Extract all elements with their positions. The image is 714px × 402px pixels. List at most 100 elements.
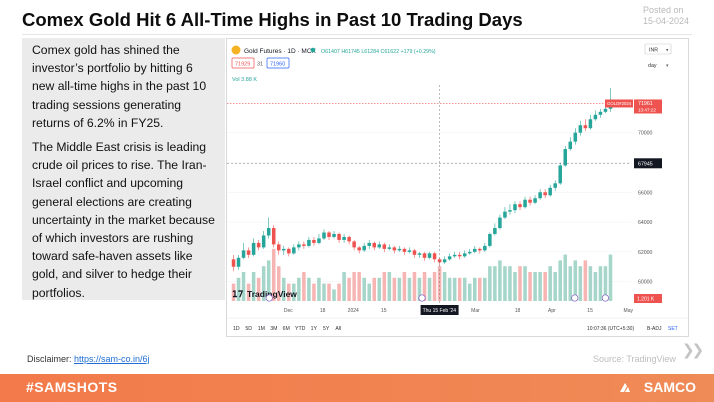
candle-body <box>503 211 507 218</box>
event-marker-icon[interactable] <box>418 294 426 302</box>
candle-body <box>312 239 316 243</box>
tradingview-chart[interactable]: Gold Futures · 1D · MCX O61407 H61745 L6… <box>226 38 689 337</box>
volume-bar <box>442 272 447 301</box>
volume-bar <box>523 266 527 301</box>
candle-body <box>593 114 598 120</box>
volume-bar <box>457 277 462 301</box>
volume-bar <box>483 277 487 301</box>
adjust-toggle[interactable]: B-ADJ <box>647 326 662 332</box>
volume-bar <box>372 277 377 301</box>
candle-body <box>543 192 547 196</box>
volume-bar <box>452 277 457 301</box>
candle-body <box>523 199 527 208</box>
event-marker-icon[interactable] <box>571 294 579 302</box>
range-button[interactable]: 1D <box>233 326 240 332</box>
candle-body <box>462 253 467 257</box>
candle-body <box>467 251 472 254</box>
sell-price-box[interactable] <box>231 57 255 69</box>
volume-bar <box>548 266 552 301</box>
volume-bar <box>297 277 301 301</box>
time-axis[interactable]: Dec18202415Feb18Mar18Apr15May <box>284 308 634 314</box>
summary-paragraph-1: Comex gold has shined the investor’s por… <box>32 43 207 130</box>
range-selector[interactable]: 1D 5D 1M 3M 6M YTD 1Y 5Y All <box>233 326 341 332</box>
volume-bar <box>352 272 356 301</box>
volume-bar <box>357 272 361 301</box>
volume-bar <box>503 266 507 301</box>
range-button[interactable]: 1M <box>258 326 265 332</box>
event-marker-icon[interactable] <box>601 294 609 302</box>
candle-body <box>271 228 276 245</box>
price-axis[interactable]: 600006200064000660006800070000 <box>638 131 653 286</box>
candle-body <box>362 245 366 251</box>
volume-bar <box>236 277 241 301</box>
volume-bar <box>568 266 573 301</box>
volume-bar <box>251 272 256 301</box>
time-tick-label: 15 <box>381 308 387 314</box>
candle-body <box>282 248 286 251</box>
candle-body <box>533 198 537 203</box>
symbol-price-tag-label: GOLD#2024 <box>607 101 632 106</box>
volume-bar <box>312 283 316 301</box>
candle-body <box>447 256 452 260</box>
candle-body <box>372 242 377 248</box>
candle-body <box>307 239 311 246</box>
volume-bar <box>538 272 542 301</box>
candle-body <box>598 111 603 115</box>
candle-body <box>377 244 382 248</box>
symbol-price-tag <box>605 99 633 108</box>
volume-readout: Vol 3.88 K <box>232 77 257 83</box>
volume-bar <box>402 272 407 301</box>
currency-select[interactable] <box>644 43 672 55</box>
volume-bar <box>302 272 306 301</box>
symbol-label[interactable]: Gold Futures · 1D · MCX <box>244 48 317 55</box>
volume-bar <box>488 266 492 301</box>
volume-bar <box>417 277 422 301</box>
settlement-toggle[interactable]: SET <box>668 326 678 332</box>
candle-body <box>548 187 552 196</box>
volume-bar <box>271 248 276 301</box>
range-button[interactable]: 6M <box>283 326 290 332</box>
volume-bar <box>473 277 477 301</box>
volume-bar <box>598 266 603 301</box>
crosshair-price-value: 67945 <box>638 161 653 167</box>
candle-body <box>427 253 432 258</box>
range-button[interactable]: YTD <box>295 326 306 332</box>
timezone-readout[interactable]: 10:07:36 (UTC+5:30) <box>587 326 634 332</box>
disclaimer-link[interactable]: https://sam-co.in/6j <box>74 354 150 364</box>
volume-bar <box>533 272 537 301</box>
candle-body <box>402 248 407 252</box>
volume-bar <box>462 277 467 301</box>
candle-body <box>412 250 417 255</box>
candle-body <box>387 247 392 249</box>
candle-body <box>357 247 361 251</box>
range-button[interactable]: 1Y <box>311 326 318 332</box>
candle-body <box>332 233 336 237</box>
range-button[interactable]: 5D <box>245 326 252 332</box>
candle-body <box>297 244 301 248</box>
volume-bar <box>276 266 281 301</box>
event-markers[interactable] <box>265 294 609 302</box>
range-button[interactable]: All <box>335 326 341 332</box>
candle-body <box>452 254 457 257</box>
range-button[interactable]: 3M <box>270 326 277 332</box>
scale-mode-label[interactable]: day <box>648 63 657 69</box>
volume-bar <box>362 277 366 301</box>
volume-bar <box>407 277 412 301</box>
volume-bar <box>392 277 397 301</box>
candles <box>231 87 613 272</box>
volume-bar <box>608 254 613 301</box>
chart-canvas[interactable]: Gold Futures · 1D · MCX O61407 H61745 L6… <box>227 39 688 336</box>
volume-bar <box>387 272 392 301</box>
range-button[interactable]: 5Y <box>323 326 330 332</box>
candle-body <box>392 247 397 251</box>
candle-body <box>498 217 502 229</box>
candle-body <box>367 242 371 246</box>
sell-price: 71929 <box>235 62 250 68</box>
event-marker-icon[interactable] <box>265 294 273 302</box>
buy-price-box[interactable] <box>266 57 290 69</box>
buy-price: 71960 <box>270 62 285 68</box>
volume-bar <box>241 272 246 301</box>
volume-bar <box>583 260 588 301</box>
gold-symbol-icon <box>231 45 241 55</box>
volume-bar <box>337 283 341 301</box>
